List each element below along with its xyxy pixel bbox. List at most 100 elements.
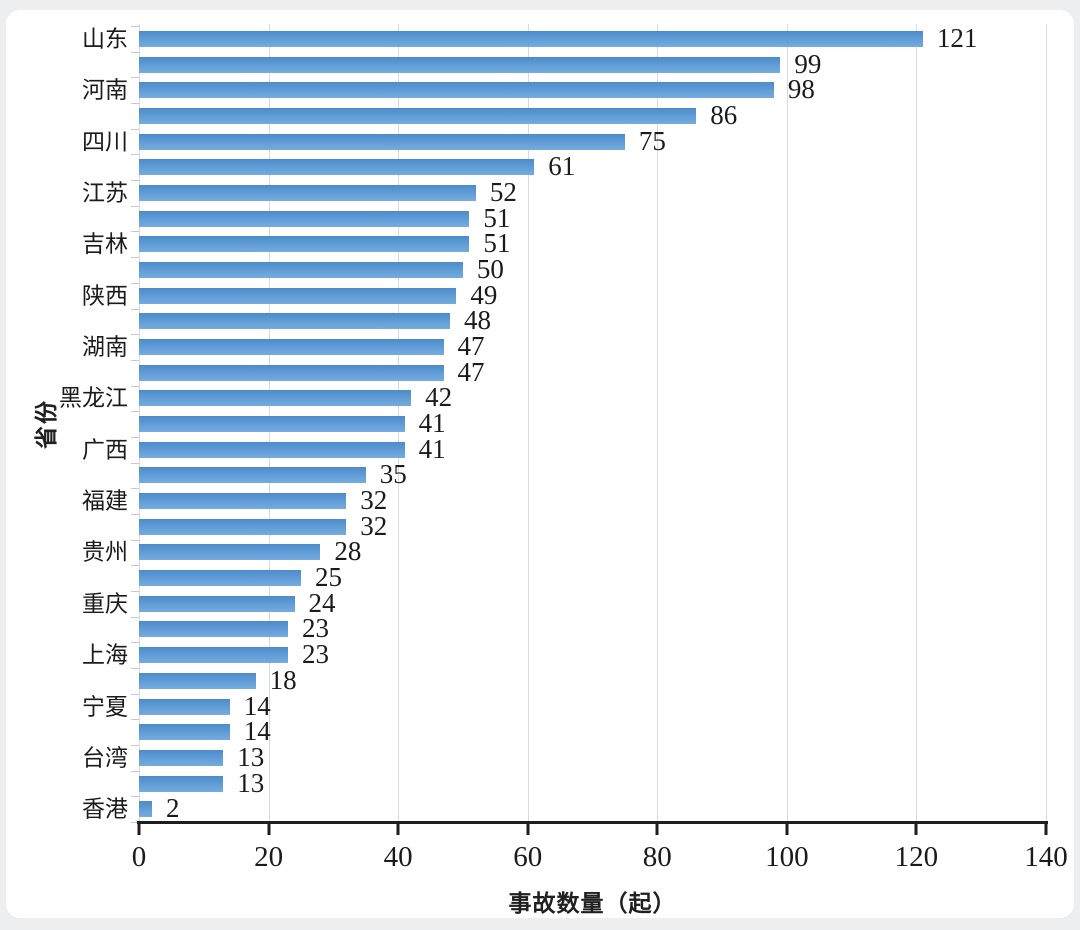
bar (139, 287, 457, 304)
category-label: 江苏 (82, 180, 128, 206)
x-axis-tick (526, 824, 530, 835)
x-axis-layer: 0 20 40 60 80 100 120 140 (132, 10, 1068, 918)
category-boundary-tick (131, 513, 139, 515)
bar-value-label: 32 (360, 510, 388, 541)
x-tick-label: 100 (765, 841, 809, 873)
bar (139, 210, 470, 227)
category-boundary-tick (131, 539, 139, 541)
bar (139, 595, 295, 612)
category-label: 台湾 (82, 745, 128, 771)
x-axis-tick (1044, 824, 1048, 835)
category-boundary-tick (131, 231, 139, 233)
bar-value-label: 14 (243, 716, 271, 747)
bar (139, 313, 450, 330)
gridline (1046, 24, 1047, 824)
x-tick-label: 80 (642, 841, 672, 873)
category-boundary-tick (131, 154, 139, 156)
category-label: 重庆 (82, 591, 128, 617)
category-boundary-tick (131, 796, 139, 798)
bar (139, 390, 412, 407)
bar (139, 724, 230, 741)
bar (139, 698, 230, 715)
category-boundary-tick (131, 103, 139, 104)
bar (139, 621, 288, 638)
category-label: 福建 (82, 488, 128, 514)
category-boundary-tick (131, 565, 139, 567)
category-boundary-tick (131, 77, 139, 79)
category-boundary-tick (131, 436, 139, 438)
bar (139, 236, 470, 253)
x-tick-label: 120 (894, 841, 939, 873)
bar-value-label: 2 (166, 793, 180, 824)
bar-value-label: 51 (483, 202, 511, 233)
category-boundary-tick (131, 693, 139, 695)
category-label: 贵州 (82, 539, 128, 565)
x-tick-label: 40 (383, 841, 413, 873)
category-boundary-tick (131, 616, 139, 618)
bar-value-label: 25 (315, 562, 342, 593)
bar-value-label: 98 (787, 74, 815, 105)
category-label: 黑龙江 (59, 385, 128, 411)
bar-value-label: 35 (379, 459, 407, 490)
category-boundary-tick (131, 719, 139, 721)
bar-value-label: 51 (483, 228, 511, 259)
x-axis-tick (267, 824, 271, 835)
bar-value-label: 42 (425, 382, 453, 413)
category-boundary-tick (131, 411, 139, 413)
category-boundary-tick (131, 26, 139, 27)
category-boundary-tick (131, 205, 139, 207)
bar (139, 416, 405, 432)
gridline (657, 24, 659, 824)
chart-card: 省份 山东 河南 四川 江苏 吉林 陕西 湖南 黑龙江 广西 福建 贵州 重庆 上海 宁夏 台湾 香港 121… (6, 10, 1074, 918)
category-labels: 山东 河南 四川 江苏 吉林 陕西 湖南 黑龙江 广西 福建 贵州 重庆 上海 宁夏 台湾 香港 (12, 26, 128, 822)
bar-value-label: 47 (457, 330, 485, 361)
category-label: 四川 (82, 129, 128, 154)
bar (139, 364, 444, 381)
category-boundary-tick (131, 822, 139, 823)
bar (139, 518, 347, 535)
bar-value-label: 52 (489, 176, 517, 207)
bar (139, 570, 301, 587)
x-axis-tick (785, 824, 789, 835)
x-axis-title: 事故数量（起） (508, 890, 677, 916)
category-boundary-tick (131, 308, 139, 310)
bar-value-label: 47 (457, 356, 485, 387)
gridline (527, 24, 529, 824)
x-axis-tick (137, 824, 141, 835)
bar-value-label: 48 (464, 305, 491, 336)
bar-value-label: 13 (237, 767, 265, 798)
category-boundary-tick (131, 51, 139, 53)
category-label: 上海 (82, 642, 128, 668)
bar (139, 56, 781, 73)
category-label: 香港 (82, 796, 128, 822)
x-axis-tick (396, 824, 400, 835)
bar (139, 801, 152, 818)
category-boundary-tick (131, 128, 139, 130)
bar-value-label: 32 (360, 484, 388, 515)
bar (139, 107, 697, 124)
category-boundary-tick (131, 282, 139, 284)
bar (139, 82, 774, 99)
bar-value-label: 61 (548, 151, 576, 182)
x-axis-tick (655, 824, 659, 835)
plot-area: 121 99 98 86 75 61 52 51 51 50 49 48 47 47 42 41 41 35 32 3… (131, 24, 1047, 824)
gridline (786, 24, 788, 824)
bar-value-label: 50 (476, 253, 504, 284)
bar (139, 441, 405, 458)
x-tick-label: 0 (131, 841, 147, 873)
bar (139, 467, 366, 484)
x-axis-tick (914, 824, 918, 835)
category-boundary-tick (131, 745, 139, 746)
category-label: 陕西 (82, 283, 128, 309)
bar-value-label: 13 (237, 741, 265, 772)
bar (139, 749, 224, 766)
bar (139, 133, 625, 150)
x-axis-line (137, 821, 1048, 824)
category-boundary-tick (131, 385, 139, 387)
bar (139, 184, 476, 201)
bar-value-label: 86 (710, 99, 738, 130)
category-boundary-tick (131, 180, 139, 182)
category-boundary-tick (131, 462, 139, 464)
category-label: 山东 (82, 26, 128, 52)
